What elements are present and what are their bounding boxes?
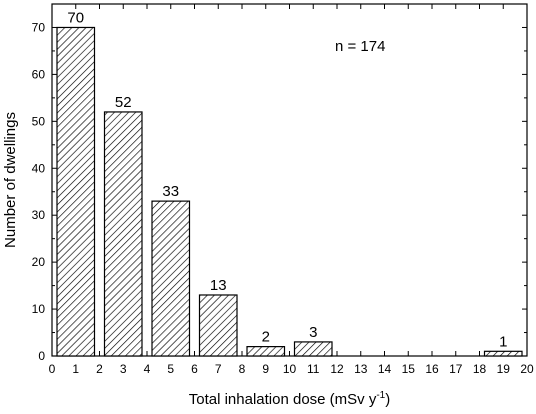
x-tick-label: 19 <box>497 362 511 376</box>
y-tick-label: 50 <box>32 114 46 128</box>
histogram-bar <box>56 26 96 357</box>
x-tick-label: 1 <box>72 362 79 376</box>
y-tick-label: 40 <box>32 161 46 175</box>
y-tick-label: 70 <box>32 20 46 34</box>
x-tick-label: 14 <box>378 362 392 376</box>
bar-labels: 70 52 33 13 2 3 1 <box>67 9 507 350</box>
x-axis-title-main: Total inhalation dose (mSv y <box>189 391 377 408</box>
histogram-bar <box>151 200 191 357</box>
y-tick-label: 20 <box>32 255 46 269</box>
x-axis-title: Total inhalation dose (mSv y-1) <box>189 390 391 408</box>
y-tick-label: 10 <box>32 302 46 316</box>
x-tick-label: 15 <box>402 362 416 376</box>
x-tick-label: 18 <box>473 362 487 376</box>
bar-value-label: 70 <box>67 9 84 26</box>
x-axis-title-suffix: ) <box>385 391 390 408</box>
x-tick-label: 10 <box>283 362 297 376</box>
x-tick-label: 11 <box>307 362 320 376</box>
bar-value-label: 2 <box>262 329 270 346</box>
x-tick-label: 2 <box>96 362 103 376</box>
x-tick-label: 13 <box>354 362 368 376</box>
y-tick-label: 0 <box>38 349 45 363</box>
bar-value-label: 3 <box>309 324 317 341</box>
x-tick-label: 20 <box>520 362 534 376</box>
bar-value-label: 52 <box>115 94 132 111</box>
x-tick-label: 3 <box>120 362 127 376</box>
bar-value-label: 1 <box>499 333 507 350</box>
y-axis: 0 10 20 30 40 50 60 70 <box>32 20 527 363</box>
y-axis-title: Number of dwellings <box>2 112 19 248</box>
sample-size-annotation: n = 174 <box>335 38 385 55</box>
x-tick-label: 12 <box>330 362 344 376</box>
x-tick-label: 0 <box>49 362 56 376</box>
x-tick-label: 16 <box>425 362 439 376</box>
histogram-bar <box>246 346 286 357</box>
histogram-bar <box>293 341 333 357</box>
x-tick-label: 17 <box>449 362 463 376</box>
x-tick-label: 9 <box>262 362 269 376</box>
x-tick-label: 7 <box>215 362 222 376</box>
bars <box>56 26 523 357</box>
x-axis-title-superscript: -1 <box>376 390 385 401</box>
y-tick-label: 30 <box>32 208 46 222</box>
bar-value-label: 13 <box>210 277 227 294</box>
histogram-bar <box>198 294 238 357</box>
bar-value-label: 33 <box>162 183 179 200</box>
x-tick-label: 4 <box>144 362 151 376</box>
x-axis: 0 1 2 3 4 5 6 7 8 9 10 11 12 13 14 15 16 17 18 19 20 <box>49 4 534 376</box>
x-tick-label: 5 <box>167 362 174 376</box>
x-tick-label: 6 <box>191 362 198 376</box>
histogram-bar <box>103 111 143 357</box>
x-tick-label: 8 <box>239 362 246 376</box>
y-tick-label: 60 <box>32 67 46 81</box>
histogram-bar <box>483 350 523 357</box>
